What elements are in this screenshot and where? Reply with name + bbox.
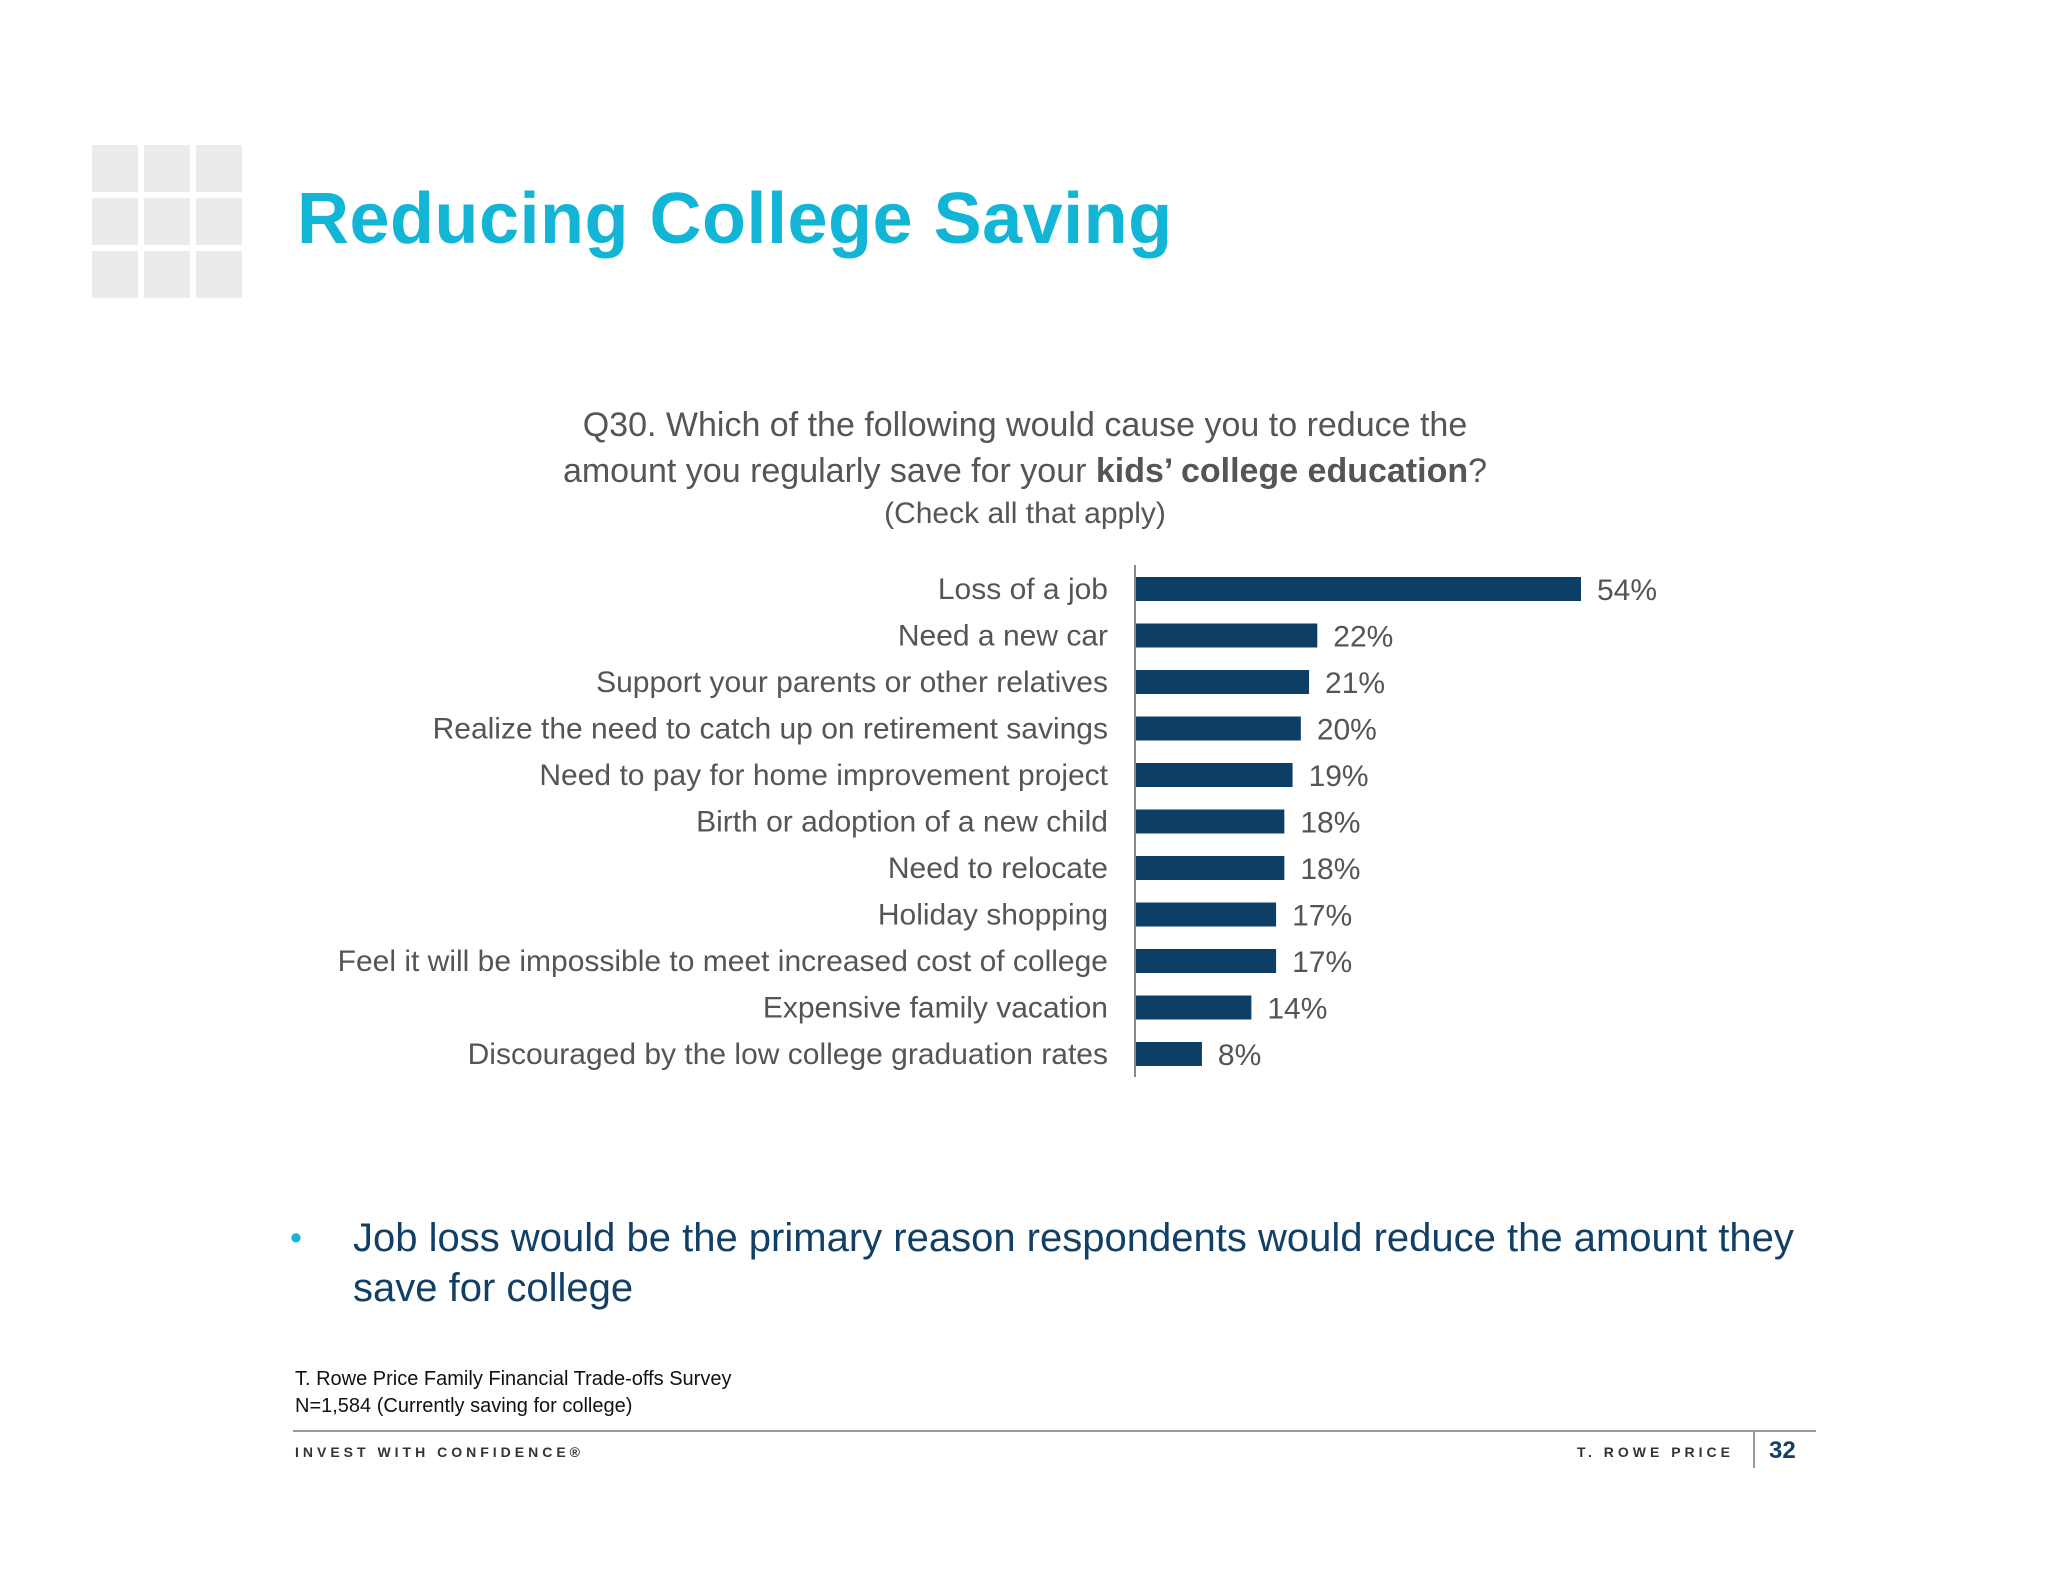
question-mark: ? [1468, 452, 1488, 490]
source-sample: N=1,584 (Currently saving for college) [295, 1395, 633, 1417]
question-instruction: (Check all that apply) [884, 497, 1166, 530]
value-label: 18% [1300, 807, 1360, 840]
source-survey: T. Rowe Price Family Financial Trade-off… [295, 1368, 732, 1390]
value-label: 22% [1333, 621, 1393, 654]
value-label: 17% [1292, 900, 1352, 933]
bar [1136, 670, 1310, 694]
bar [1136, 995, 1252, 1020]
category-label: Expensive family vacation [763, 992, 1108, 1025]
bar [1136, 623, 1318, 648]
category-label: Support your parents or other relatives [596, 666, 1108, 699]
chart-question: Q30. Which of the following would cause … [470, 402, 1580, 534]
question-emphasis: kids’ college education [1095, 452, 1469, 490]
bar [1136, 577, 1581, 601]
page-title: Reducing College Saving [297, 179, 1173, 259]
question-line-2-start: amount you regularly save for your [562, 452, 1096, 490]
bar [1136, 949, 1277, 973]
page-number: 32 [1769, 1437, 1796, 1464]
bar [1136, 763, 1293, 787]
category-label: Discouraged by the low college graduatio… [468, 1038, 1108, 1071]
category-label: Need a new car [898, 620, 1108, 653]
value-label: 17% [1292, 946, 1352, 979]
category-label: Loss of a job [938, 573, 1108, 606]
category-label: Realize the need to catch up on retireme… [433, 713, 1108, 746]
bar [1136, 856, 1285, 880]
value-label: 14% [1267, 993, 1327, 1026]
insight-text: Job loss would be the primary reason res… [353, 1216, 1794, 1310]
grid-logo-icon [92, 145, 242, 298]
question-line-1: Q30. Which of the following would cause … [582, 406, 1468, 444]
category-label: Feel it will be impossible to meet incre… [338, 945, 1108, 978]
bullet-icon: • [290, 1219, 302, 1257]
footer-rule [293, 1430, 1816, 1432]
value-label: 21% [1325, 667, 1385, 700]
category-label: Need to pay for home improvement project [539, 759, 1108, 792]
bar [1136, 902, 1277, 927]
footer-divider [1753, 1432, 1755, 1468]
source-note: T. Rowe Price Family Financial Trade-off… [295, 1366, 731, 1420]
question-line-2: amount you regularly save for your kids’… [470, 448, 1580, 494]
value-label: 18% [1300, 853, 1360, 886]
footer-brand: T. ROWE PRICE [1577, 1444, 1735, 1460]
category-label: Need to relocate [888, 852, 1108, 885]
bar [1136, 1042, 1202, 1066]
footer-tagline: INVEST WITH CONFIDENCE® [295, 1444, 584, 1460]
category-label: Holiday shopping [878, 899, 1108, 932]
value-label: 8% [1218, 1039, 1261, 1072]
bar [1136, 809, 1285, 834]
category-label: Birth or adoption of a new child [696, 806, 1108, 839]
value-label: 20% [1317, 714, 1377, 747]
bar [1136, 716, 1301, 741]
value-label: 54% [1597, 574, 1657, 607]
value-label: 19% [1309, 760, 1369, 793]
